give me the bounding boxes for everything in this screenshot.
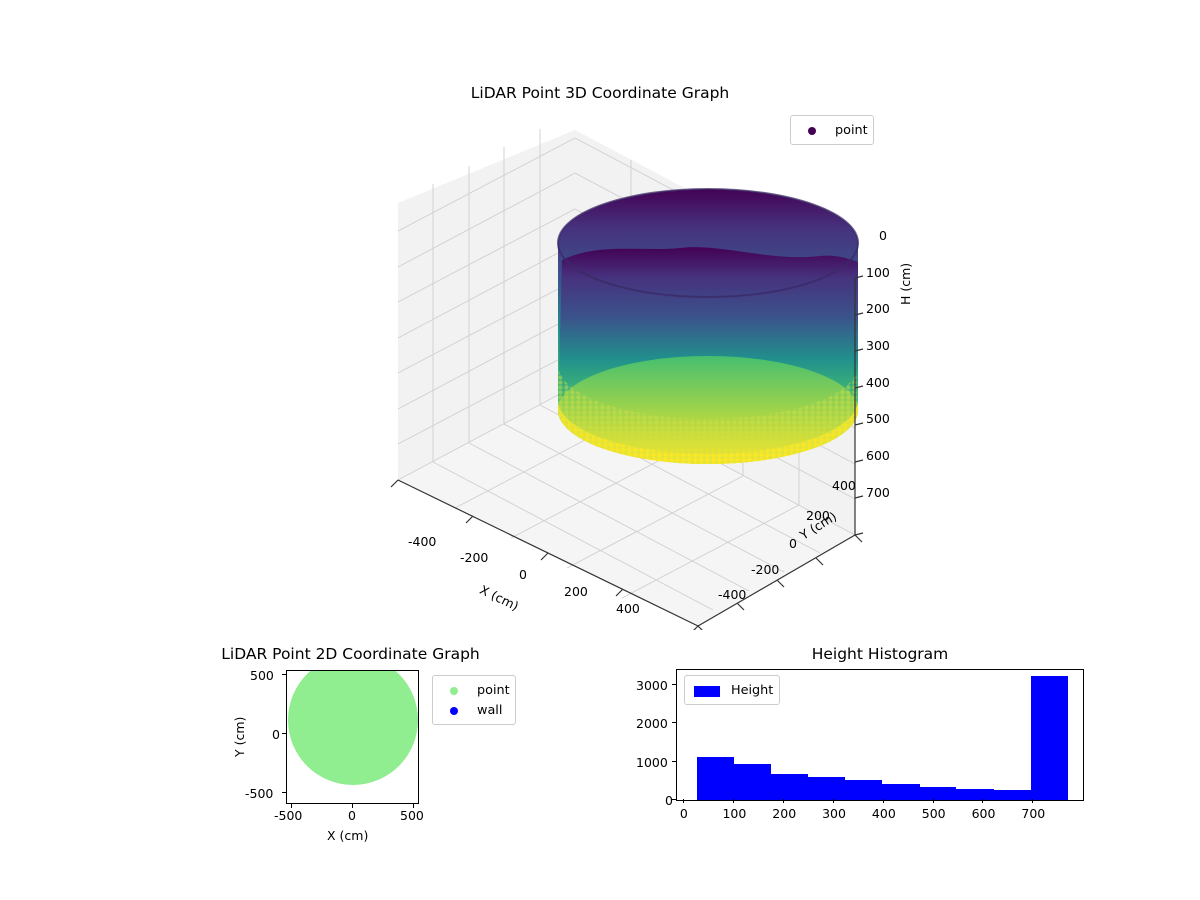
tickmark-hist-x-700 [1032, 799, 1034, 803]
axis-label-x-2d: X (cm) [327, 828, 369, 843]
axis-label-h: H (cm) [898, 262, 913, 305]
tickmark-hist-y-0 [672, 799, 676, 800]
axes-histogram[interactable] [676, 669, 1084, 801]
tick-h-700: 700 [866, 485, 890, 500]
height-bar-swatch-icon [692, 681, 722, 700]
tickmark-2d-y-0 [282, 733, 286, 734]
legend-item-point: point [798, 120, 868, 140]
tick-2d-y-0: 0 [272, 727, 280, 742]
tick-y-400: 400 [832, 478, 856, 493]
tick-hist-x-500: 500 [921, 806, 946, 821]
wall-marker-icon [440, 701, 468, 720]
tick-hist-x-0: 0 [679, 806, 688, 821]
tickmark-hist-y-3000 [672, 684, 676, 685]
page-title-2d: LiDAR Point 2D Coordinate Graph [221, 645, 480, 663]
legend-3d[interactable]: point [790, 115, 874, 145]
tickmark-hist-y-1000 [672, 761, 676, 762]
tickmark-2d-x-0 [352, 804, 353, 808]
tick-h-200: 200 [866, 301, 890, 316]
tick-x-m200: -200 [460, 550, 489, 565]
tickmark-hist-y-2000 [672, 722, 676, 723]
tick-x-200: 200 [564, 584, 588, 599]
tick-2d-y-m500: -500 [245, 786, 274, 801]
axis-label-y-2d: Y (cm) [232, 716, 247, 757]
tick-x-m400: -400 [408, 534, 437, 549]
tick-y-m200: -200 [751, 562, 780, 577]
tick-hist-y-2000: 2000 [636, 716, 668, 731]
point-marker-icon [440, 681, 468, 700]
axes-2d[interactable] [286, 670, 419, 804]
legend-label-height: Height [731, 682, 774, 698]
tickmark-hist-x-600 [982, 799, 984, 803]
legend-item-height: Height [692, 680, 774, 700]
histogram-bar [956, 788, 994, 800]
tickmark-hist-x-400 [882, 799, 884, 803]
histogram-bar [919, 787, 957, 800]
tick-2d-y-500: 500 [250, 668, 274, 683]
tick-h-300: 300 [866, 338, 890, 353]
tickmark-2d-y-500 [282, 674, 286, 675]
tick-2d-x-500: 500 [400, 808, 424, 823]
histogram-bar [771, 774, 808, 800]
tick-x-400: 400 [616, 601, 640, 616]
tickmark-hist-x-0 [683, 799, 685, 803]
legend-2d[interactable]: point wall [432, 675, 516, 725]
histogram-bar [808, 777, 846, 800]
tick-y-0: 0 [789, 536, 797, 551]
histogram-bar [845, 780, 883, 800]
legend-label-point: point [835, 122, 868, 138]
page-title-hist: Height Histogram [811, 645, 949, 663]
tick-h-400: 400 [866, 375, 890, 390]
point-cloud-3d [557, 188, 859, 464]
tick-h-600: 600 [866, 448, 890, 463]
legend-label-wall-2d: wall [477, 702, 503, 718]
tick-hist-y-3000: 3000 [636, 678, 668, 693]
axes-3d [390, 129, 864, 630]
legend-item-wall-2d: wall [440, 700, 508, 720]
tick-y-m400: -400 [718, 587, 747, 602]
tick-hist-y-0: 0 [665, 793, 673, 808]
tick-2d-x-m500: -500 [274, 808, 303, 823]
legend-label-point-2d: point [477, 682, 510, 698]
tick-x-0: 0 [519, 567, 527, 582]
histogram-bar [882, 783, 920, 800]
tick-hist-y-1000: 1000 [636, 755, 668, 770]
tickmark-2d-x-m500 [291, 804, 292, 808]
tick-y-200: 200 [806, 508, 830, 523]
histogram-bar [696, 756, 734, 800]
tick-2d-x-0: 0 [348, 808, 356, 823]
histogram-bar [993, 789, 1031, 800]
point-cloud-2d [288, 671, 418, 785]
tickmark-hist-x-500 [932, 799, 934, 803]
tickmark-hist-x-300 [832, 799, 834, 803]
tick-hist-x-100: 100 [722, 806, 747, 821]
tickmark-hist-x-100 [733, 799, 735, 803]
tickmark-hist-x-200 [783, 799, 785, 803]
legend-histogram[interactable]: Height [684, 675, 780, 705]
histogram-bar [733, 764, 772, 800]
tick-h-0: 0 [879, 228, 887, 243]
page-title-3d: LiDAR Point 3D Coordinate Graph [470, 84, 730, 102]
legend-item-point-2d: point [440, 680, 510, 700]
tick-hist-x-700: 700 [1021, 806, 1046, 821]
tick-h-100: 100 [866, 265, 890, 280]
tick-hist-x-300: 300 [822, 806, 846, 821]
histogram-bar [1030, 675, 1069, 800]
tickmark-2d-y-m500 [282, 792, 286, 793]
tick-hist-x-600: 600 [971, 806, 996, 821]
point-marker-icon [798, 121, 826, 140]
tick-h-500: 500 [866, 411, 890, 426]
tickmark-2d-x-500 [413, 804, 414, 808]
tick-hist-x-200: 200 [772, 806, 797, 821]
tick-hist-x-400: 400 [871, 806, 896, 821]
